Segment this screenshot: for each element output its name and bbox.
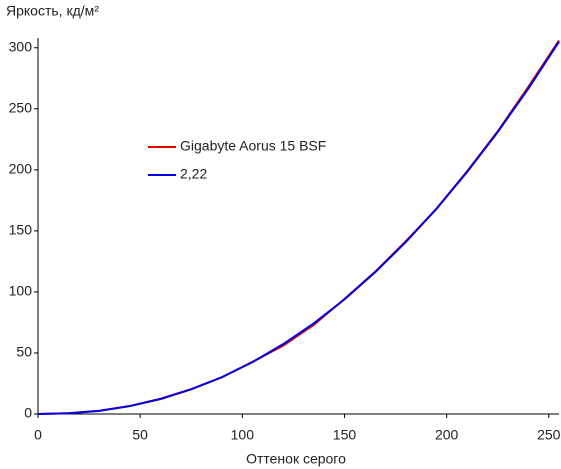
x-tick-label: 50 xyxy=(132,427,148,443)
y-axis-label: Яркость, кд/м² xyxy=(6,3,99,19)
legend-label: 2,22 xyxy=(180,166,207,182)
y-tick-label: 150 xyxy=(9,222,33,238)
y-tick-label: 250 xyxy=(9,100,33,116)
x-tick-label: 200 xyxy=(435,427,459,443)
y-tick-label: 50 xyxy=(16,344,32,360)
x-tick-label: 0 xyxy=(34,427,42,443)
series-line xyxy=(37,41,560,415)
x-tick-label: 250 xyxy=(537,427,561,443)
y-tick-label: 100 xyxy=(9,283,33,299)
series-line xyxy=(37,39,560,415)
x-axis-label: Оттенок серого xyxy=(246,451,346,467)
x-tick-label: 150 xyxy=(333,427,357,443)
y-tick-label: 300 xyxy=(9,38,33,54)
x-tick-label: 100 xyxy=(231,427,255,443)
legend-label: Gigabyte Aorus 15 BSF xyxy=(180,138,326,154)
y-tick-label: 200 xyxy=(9,161,33,177)
y-tick-label: 0 xyxy=(24,405,32,421)
